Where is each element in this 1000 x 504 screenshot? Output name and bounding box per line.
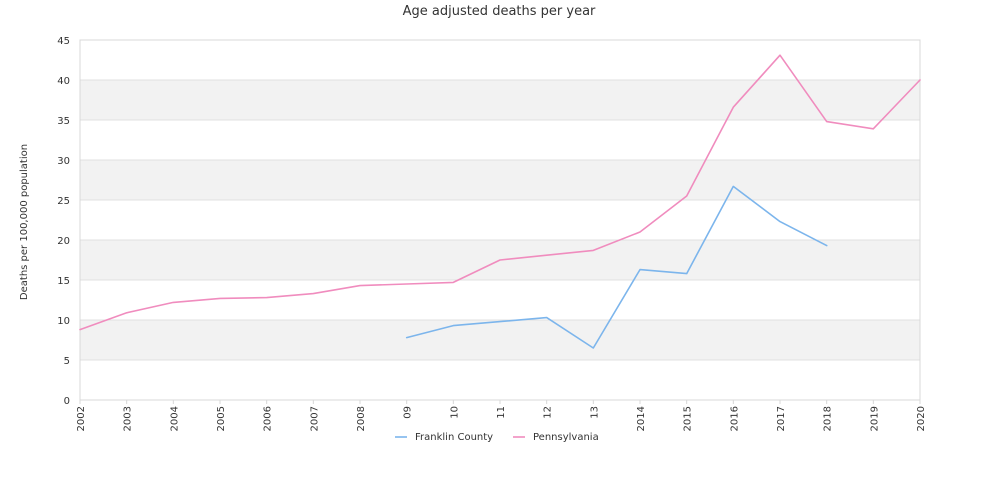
legend-label: Franklin County [415, 432, 493, 443]
y-tick-label: 0 [64, 396, 70, 407]
y-axis-label: Deaths per 100,000 population [19, 144, 30, 300]
y-tick-label: 25 [57, 196, 70, 207]
y-tick-label: 5 [64, 356, 70, 367]
chart-title: Age adjusted deaths per year [403, 4, 596, 19]
x-tick-label: 2008 [356, 406, 367, 431]
x-tick-label: 10 [449, 406, 460, 419]
legend: Franklin County Pennsylvania [395, 432, 599, 443]
plot-band [80, 200, 920, 240]
x-tick-label: 2003 [123, 406, 134, 431]
x-tick-label: 2004 [169, 406, 180, 431]
x-tick-label: 2005 [216, 406, 227, 431]
x-tick-label: 12 [543, 406, 554, 419]
x-tick-label: 11 [496, 406, 507, 419]
y-tick-label: 40 [57, 76, 70, 87]
x-axis-ticks: 2002 2003 2004 2005 2006 2007 2008 09 10 11 12 13 20… [76, 400, 927, 431]
y-tick-label: 45 [57, 36, 70, 47]
x-tick-label: 2020 [916, 406, 927, 431]
plot-band [80, 120, 920, 160]
legend-label: Pennsylvania [533, 432, 599, 443]
x-tick-label: 2007 [309, 406, 320, 431]
y-tick-label: 20 [57, 236, 70, 247]
plot-band [80, 40, 920, 80]
y-tick-label: 10 [57, 316, 70, 327]
plot-band [80, 80, 920, 120]
y-tick-label: 30 [57, 156, 70, 167]
x-tick-label: 2016 [729, 406, 740, 431]
legend-item-pennsylvania[interactable]: Pennsylvania [513, 432, 599, 443]
series-line-pennsylvania [79, 54, 921, 331]
series-lines [79, 54, 921, 349]
plot-band [80, 160, 920, 200]
x-tick-label: 2019 [869, 406, 880, 431]
x-tick-label: 2014 [636, 406, 647, 431]
y-axis-ticks: 0 5 10 15 20 25 30 35 40 45 [57, 36, 70, 407]
y-tick-label: 35 [57, 116, 70, 127]
plot-band [80, 320, 920, 360]
x-tick-label: 09 [403, 406, 414, 419]
x-tick-label: 2002 [76, 406, 87, 431]
y-tick-label: 15 [57, 276, 70, 287]
legend-item-franklin-county[interactable]: Franklin County [395, 432, 493, 443]
plot-band [80, 280, 920, 320]
x-tick-label: 13 [589, 406, 600, 419]
x-tick-label: 2006 [263, 406, 274, 431]
series-line-franklin-county [405, 185, 828, 349]
x-tick-label: 2017 [776, 406, 787, 431]
plot-bands [80, 40, 920, 400]
x-tick-label: 2018 [823, 406, 834, 431]
x-tick-label: 2015 [683, 406, 694, 431]
plot-band [80, 360, 920, 400]
